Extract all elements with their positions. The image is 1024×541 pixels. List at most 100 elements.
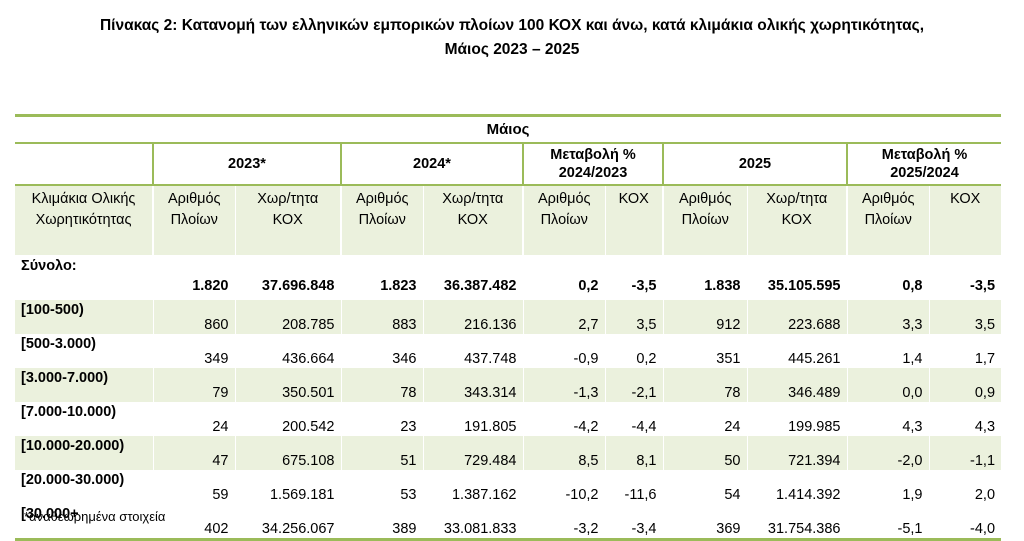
table-cell: 445.261 (746, 334, 847, 368)
table-cell: 1.838 (662, 255, 747, 300)
table-cell: 1,4 (846, 334, 929, 368)
change-period: 2024/2023 (558, 165, 628, 181)
sub-header: Αριθμός Πλοίων (152, 185, 235, 255)
table-cell: -10,2 (522, 470, 605, 504)
table-cell: 37.696.848 (234, 255, 341, 300)
sub-header: Αριθμός Πλοίων (846, 185, 929, 255)
table-cell: 1.414.392 (746, 470, 847, 504)
table-cell: 389 (340, 504, 423, 541)
table-cell: 54 (662, 470, 747, 504)
table-cell: 3,5 (928, 300, 1002, 334)
table-cell: 1,7 (928, 334, 1002, 368)
table-cell: 343.314 (422, 368, 523, 402)
table-cell: 200.542 (234, 402, 341, 436)
table-cell: -4,4 (604, 402, 663, 436)
table-row: [500-3.000) 349 436.664 346 437.748 -0,9… (15, 334, 1002, 368)
row-label: [30.000+ (15, 504, 153, 541)
table-cell: 436.664 (234, 334, 341, 368)
year-header-2025: 2025 (662, 143, 847, 186)
table-cell: 216.136 (422, 300, 523, 334)
table-row: [10.000-20.000) 47 675.108 51 729.484 8,… (15, 436, 1002, 470)
year-header-2023: 2023* (152, 143, 341, 186)
footnote: *αναθεωρημένα στοιχεία (24, 509, 166, 524)
sub-header: Χωρ/τητα ΚΟΧ (746, 185, 847, 255)
table-cell: 36.387.482 (422, 255, 523, 300)
sub-header: Χωρ/τητα ΚΟΧ (422, 185, 523, 255)
table-cell: 2,7 (522, 300, 605, 334)
row-header-label: Κλιμάκια Ολικής Χωρητικότητας (15, 185, 153, 255)
table-cell: 199.985 (746, 402, 847, 436)
table-cell: 51 (340, 436, 423, 470)
shipping-table: Μάιος 2023* 2024* Μεταβολή % 2024/2023 2… (15, 114, 1002, 541)
table-cell: 369 (662, 504, 747, 541)
table-cell: 0,2 (522, 255, 605, 300)
table-cell: 675.108 (234, 436, 341, 470)
table-row: [20.000-30.000) 59 1.569.181 53 1.387.16… (15, 470, 1002, 504)
table-cell: 346.489 (746, 368, 847, 402)
table-cell: 0,9 (928, 368, 1002, 402)
table-cell: 0,0 (846, 368, 929, 402)
change-header-label: Μεταβολή % (550, 147, 636, 163)
table-cell: -1,1 (928, 436, 1002, 470)
table-cell: -3,5 (604, 255, 663, 300)
table-cell: 1.820 (152, 255, 235, 300)
table-cell: 0,2 (604, 334, 663, 368)
row-label: [3.000-7.000) (15, 368, 153, 402)
table-cell: 59 (152, 470, 235, 504)
table-row-total: Σύνολο: 1.820 37.696.848 1.823 36.387.48… (15, 255, 1002, 300)
sub-header: Αριθμός Πλοίων (522, 185, 605, 255)
sub-header: Χωρ/τητα ΚΟΧ (234, 185, 341, 255)
row-label: [20.000-30.000) (21, 472, 125, 488)
sub-header: ΚΟΧ (928, 185, 1002, 255)
table-cell: 351 (662, 334, 747, 368)
table-cell: 2,0 (928, 470, 1002, 504)
table-cell: 883 (340, 300, 423, 334)
table-cell: 912 (662, 300, 747, 334)
table-row: [3.000-7.000) 79 350.501 78 343.314 -1,3… (15, 368, 1002, 402)
change-header-2024-2023: Μεταβολή % 2024/2023 (522, 143, 663, 186)
table-cell: 721.394 (746, 436, 847, 470)
table-cell: -3,4 (604, 504, 663, 541)
table-row: [30.000+ 402 34.256.067 389 33.081.833 -… (15, 504, 1002, 541)
table-cell: 31.754.386 (746, 504, 847, 541)
table-cell: 24 (662, 402, 747, 436)
table-cell: 349 (152, 334, 235, 368)
row-label: [10.000-20.000) (15, 436, 153, 470)
table-cell: 8,5 (522, 436, 605, 470)
table-cell: 4,3 (928, 402, 1002, 436)
table-cell: 0,8 (846, 255, 929, 300)
table-cell: 79 (152, 368, 235, 402)
table-cell: 1.569.181 (234, 470, 341, 504)
table-cell: 24 (152, 402, 235, 436)
table-cell: -1,3 (522, 368, 605, 402)
table-cell: 402 (152, 504, 235, 541)
table-cell: 1.823 (340, 255, 423, 300)
table-cell: -11,6 (604, 470, 663, 504)
table-subtitle: Μάιος 2023 – 2025 (444, 41, 580, 58)
table-cell: 350.501 (234, 368, 341, 402)
table-cell: -3,2 (522, 504, 605, 541)
table-row: [7.000-10.000) 24 200.542 23 191.805 -4,… (15, 402, 1002, 436)
year-header-row: 2023* 2024* Μεταβολή % 2024/2023 2025 Με… (15, 143, 1002, 186)
table-cell: -4,0 (928, 504, 1002, 541)
table-cell: 53 (340, 470, 423, 504)
sub-header: Αριθμός Πλοίων (662, 185, 747, 255)
table-cell: -2,0 (846, 436, 929, 470)
table-cell: 1.387.162 (422, 470, 523, 504)
change-header-2025-2024: Μεταβολή % 2025/2024 (845, 143, 1002, 186)
row-label: [500-3.000) (21, 336, 96, 352)
sub-header: ΚΟΧ (604, 185, 663, 255)
table-cell: 3,3 (846, 300, 929, 334)
table-cell: 437.748 (422, 334, 523, 368)
change-header-label: Μεταβολή % (881, 147, 968, 163)
table-cell: 47 (152, 436, 235, 470)
change-period: 2025/2024 (890, 165, 959, 181)
table-cell: 78 (340, 368, 423, 402)
table-cell: -2,1 (604, 368, 663, 402)
table-cell: 23 (340, 402, 423, 436)
sub-header: Αριθμός Πλοίων (340, 185, 423, 255)
table-cell: 8,1 (604, 436, 663, 470)
sub-header-row: Κλιμάκια Ολικής Χωρητικότητας Αριθμός Πλ… (15, 185, 1002, 255)
table-cell: 78 (662, 368, 747, 402)
table-cell: 50 (662, 436, 747, 470)
